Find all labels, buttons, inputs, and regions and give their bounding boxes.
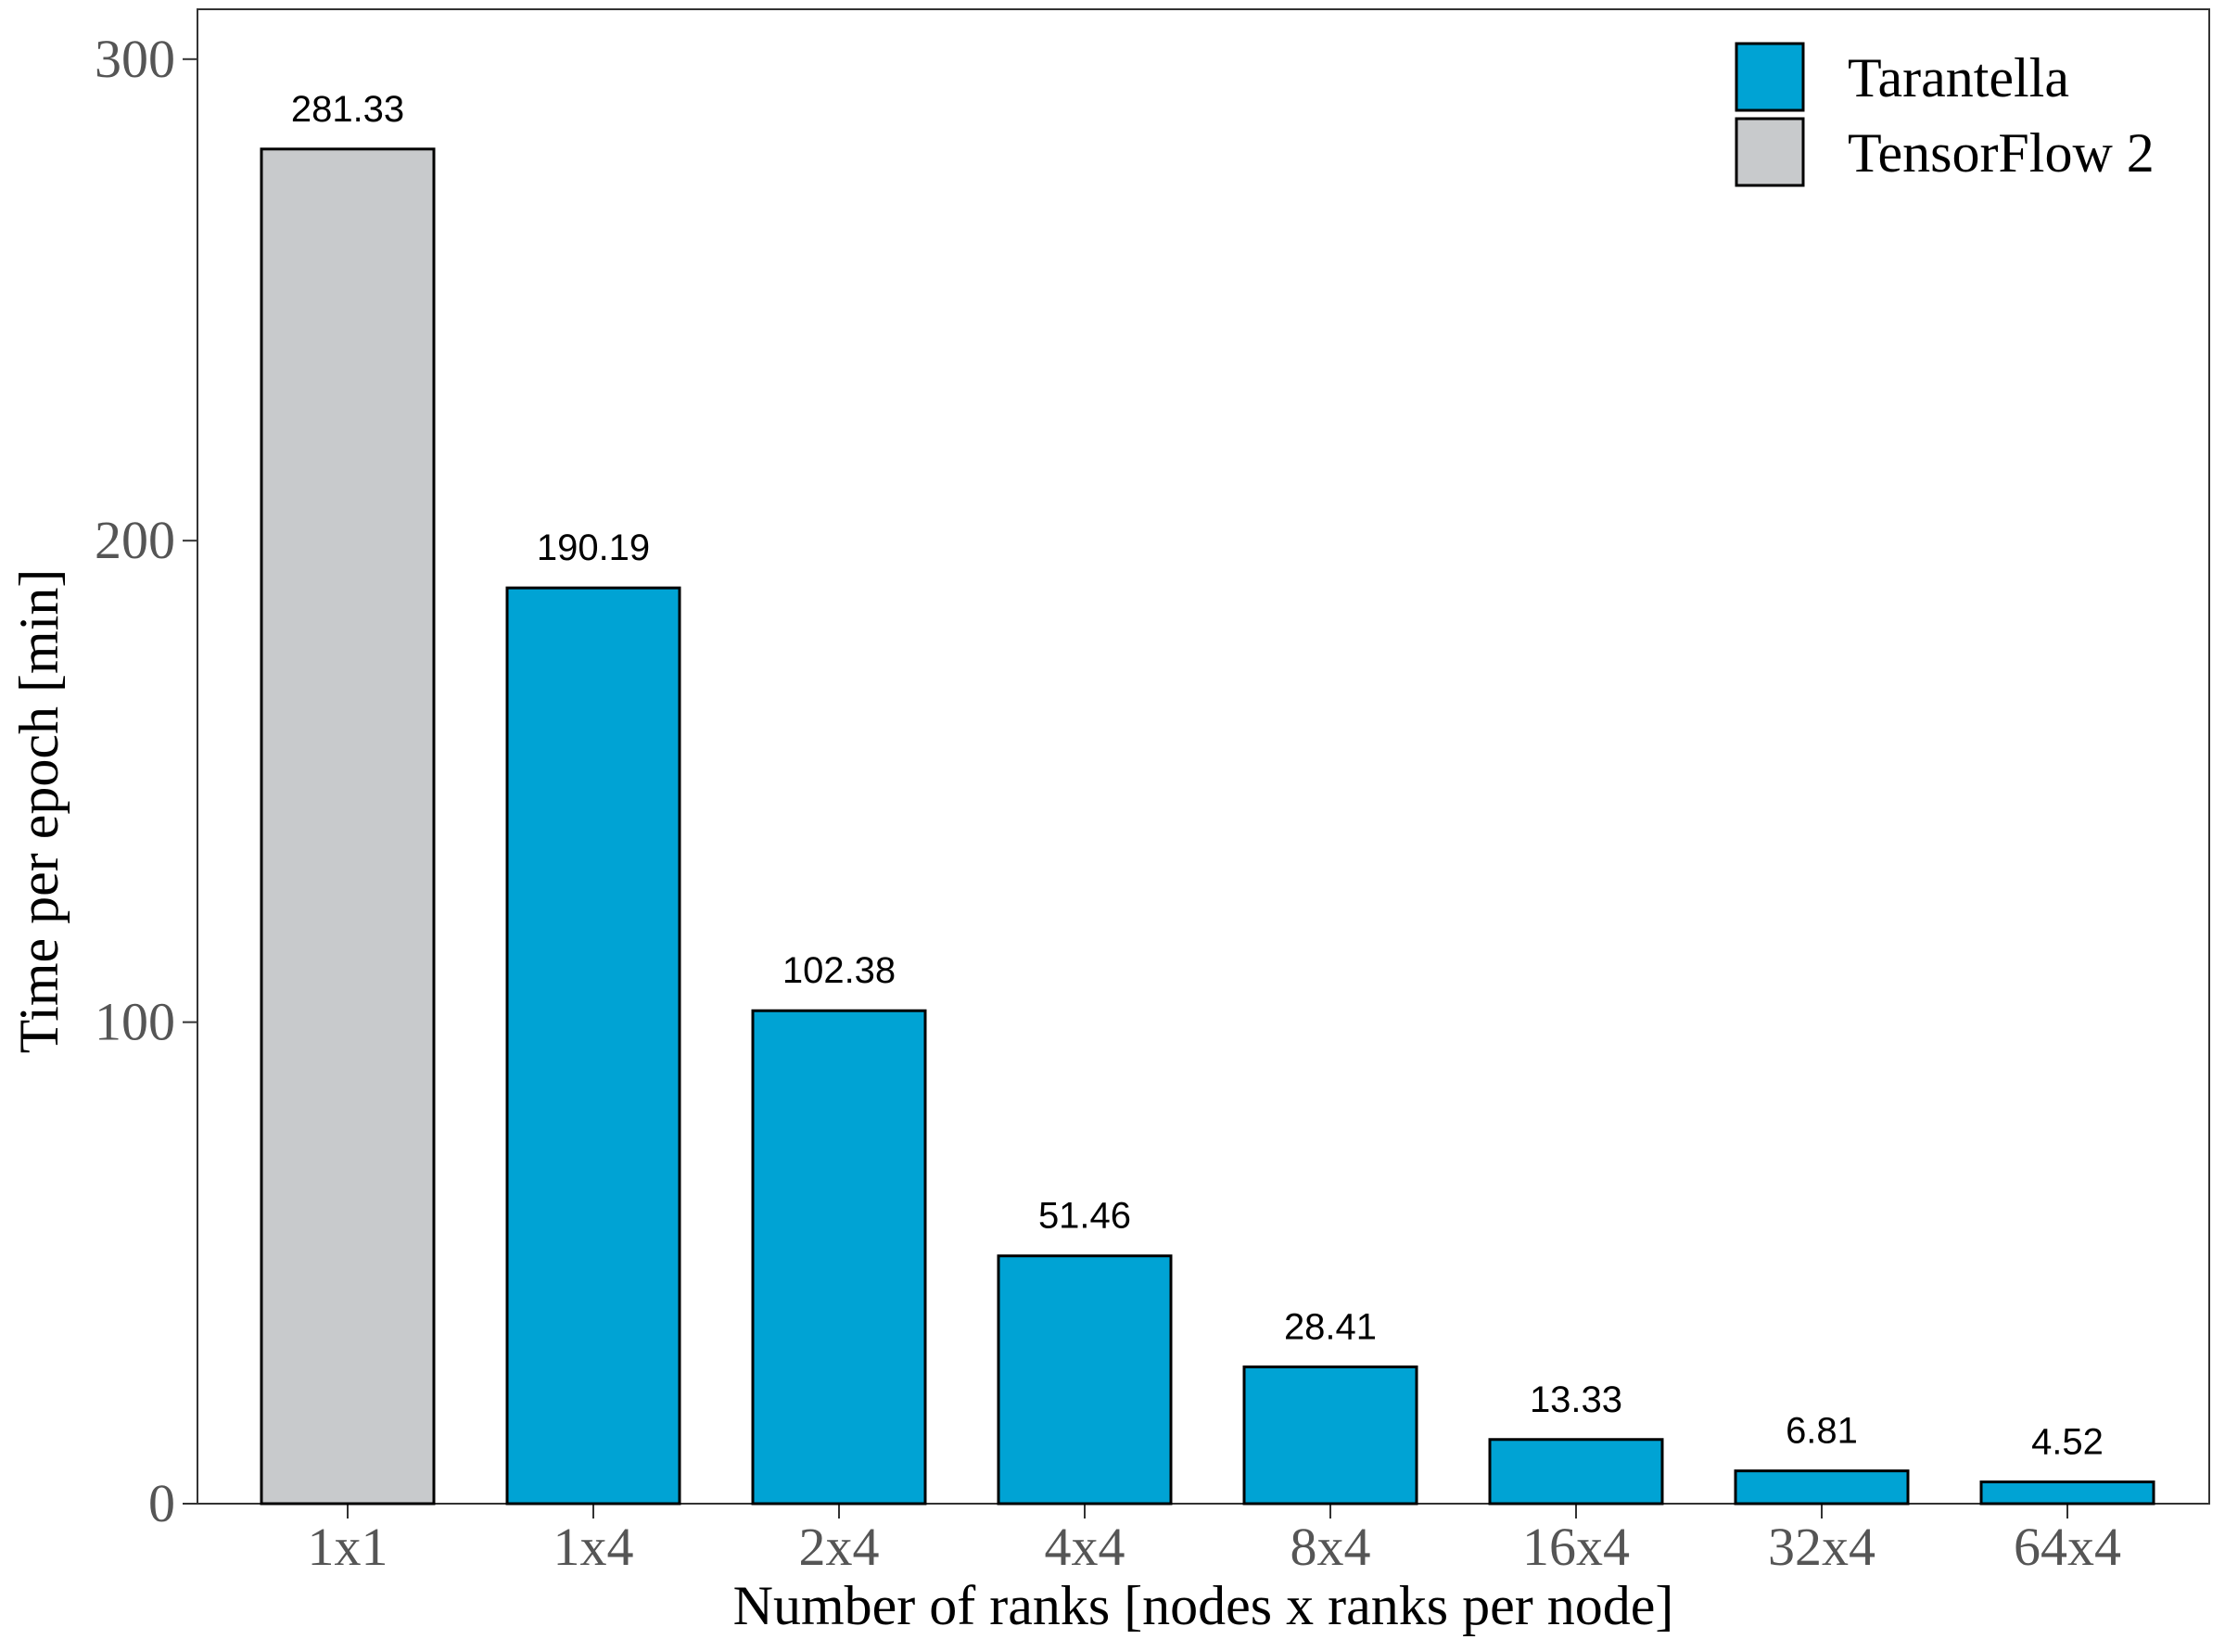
y-axis-title: Time per epoch [min] [8,569,70,1054]
bar-value-label-32x4: 6.81 [1786,1411,1858,1452]
y-tick-label-0: 0 [148,1473,175,1533]
bar-4x4 [997,1254,1173,1506]
bar-8x4 [1242,1365,1418,1506]
y-tick-label-200: 200 [95,510,175,570]
bar-value-label-4x4: 51.46 [1038,1196,1131,1237]
x-axis: 1x1 1x4 2x4 4x4 8x4 16x4 32x4 64x4 [308,1504,2121,1577]
x-tick-label-4x4: 4x4 [1045,1517,1125,1577]
bar-value-label-64x4: 4.52 [2031,1422,2104,1463]
x-tick-label-16x4: 16x4 [1522,1517,1630,1577]
bars [260,147,2155,1506]
legend-label-tensorflow2: TensorFlow 2 [1848,122,2155,184]
legend: Tarantella TensorFlow 2 [1735,42,2155,187]
y-tick-label-100: 100 [95,992,175,1052]
bar-value-label-8x4: 28.41 [1284,1306,1377,1347]
legend-label-tarantella: Tarantella [1848,47,2069,108]
bar-2x4 [751,1009,927,1506]
bar-value-label-1x4: 190.19 [537,527,650,568]
x-tick-label-1x1: 1x1 [308,1517,388,1577]
x-tick-label-2x4: 2x4 [799,1517,880,1577]
x-tick-label-8x4: 8x4 [1290,1517,1371,1577]
plot-panel [197,8,2210,1505]
bar-16x4 [1488,1438,1664,1506]
y-axis: 0 100 200 300 [95,29,197,1533]
y-tick-label-300: 300 [95,29,175,89]
bar-32x4 [1734,1469,1910,1506]
bar-value-label-2x4: 102.38 [782,950,896,991]
bar-value-labels: 281.33 190.19 102.38 51.46 28.41 13.33 6.81 4.5… [291,89,2104,1463]
bar-1x1 [260,147,436,1506]
bar-value-label-1x1: 281.33 [291,89,404,130]
x-tick-label-64x4: 64x4 [2014,1517,2121,1577]
x-axis-title: Number of ranks [nodes x ranks per node] [733,1575,1674,1636]
x-tick-label-32x4: 32x4 [1768,1517,1875,1577]
bar-value-label-16x4: 13.33 [1530,1379,1622,1420]
bar-1x4 [505,586,681,1506]
legend-swatch-tensorflow2 [1735,117,1805,187]
x-tick-label-1x4: 1x4 [553,1517,634,1577]
bar-64x4 [1979,1480,2155,1506]
legend-swatch-tarantella [1735,42,1805,112]
